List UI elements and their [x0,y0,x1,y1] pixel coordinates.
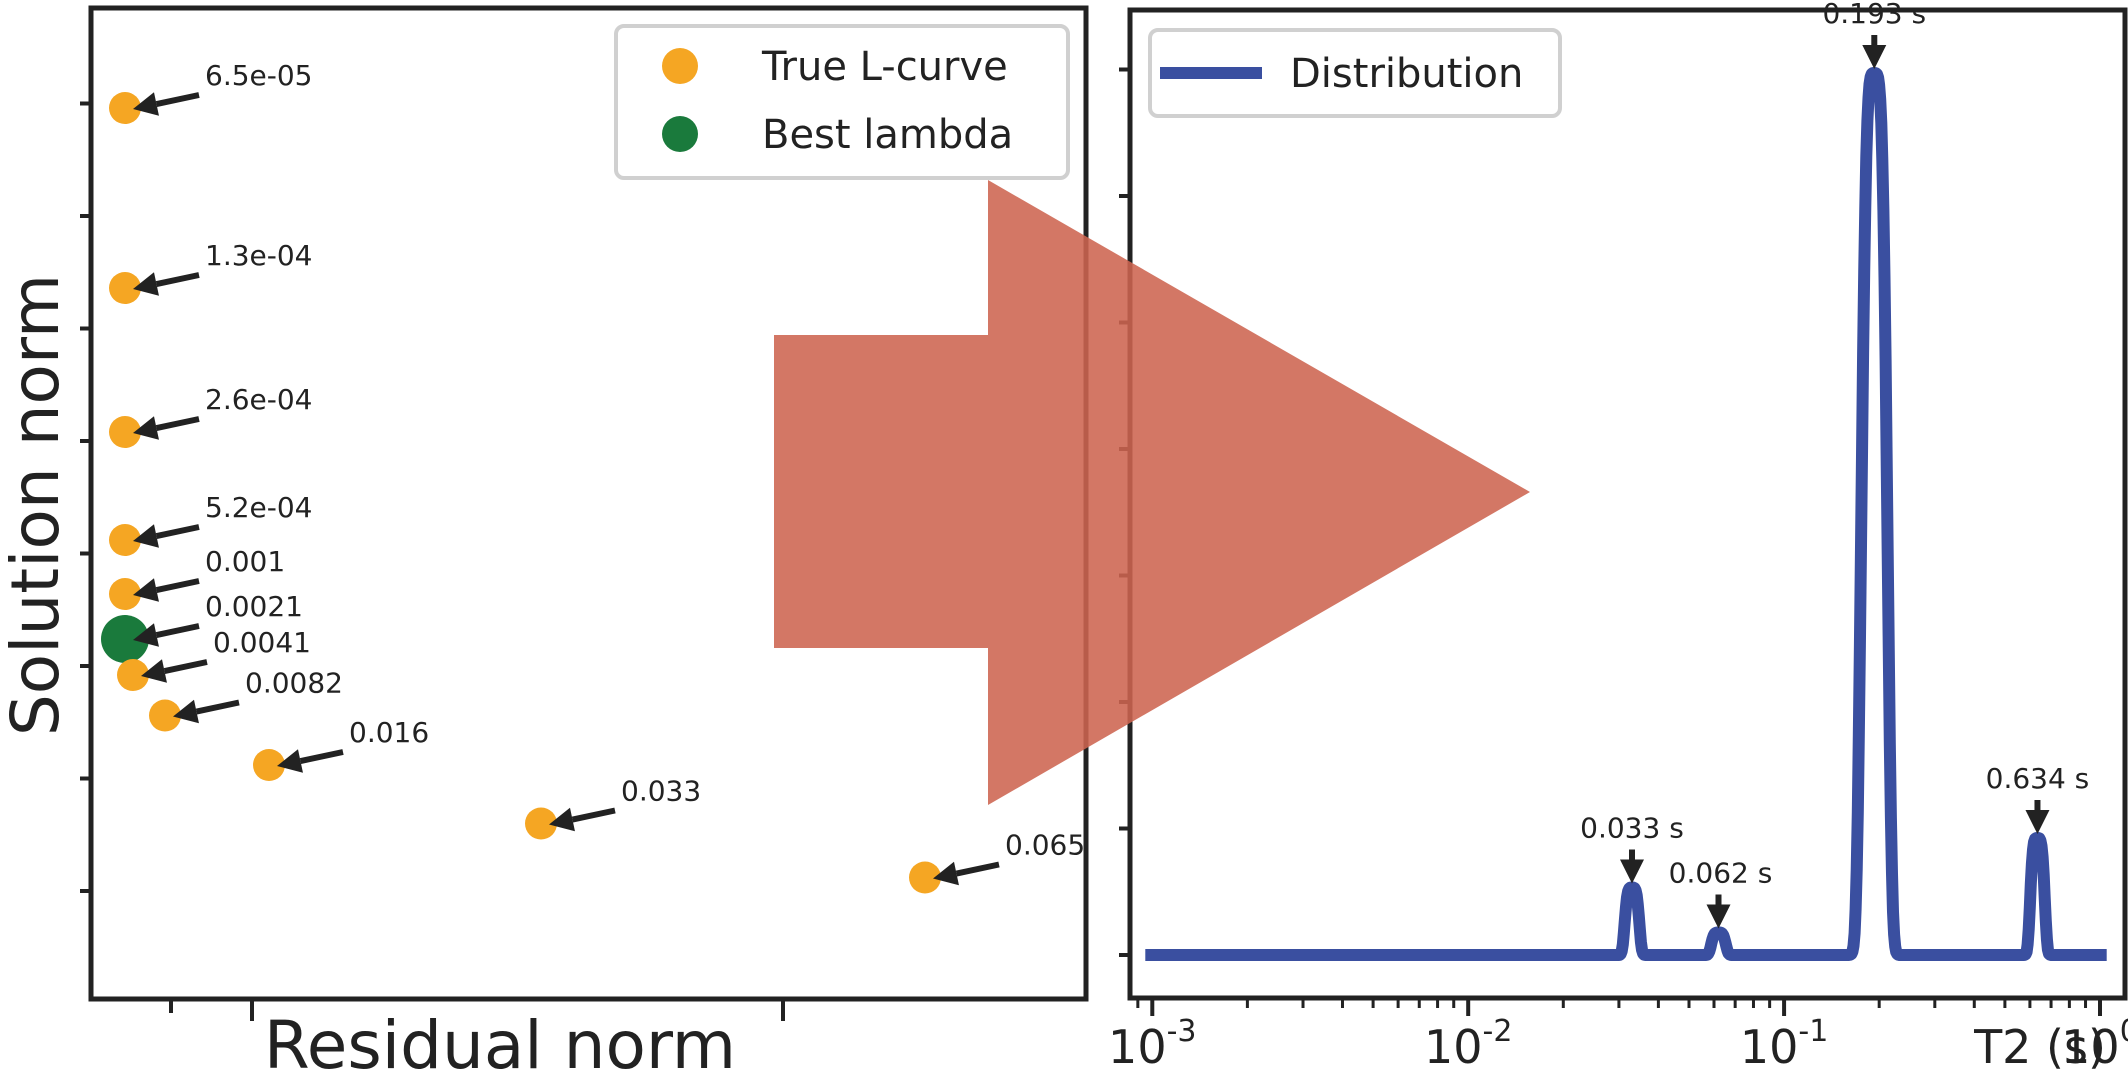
tick-base: 10 [1740,1020,1799,1074]
peak-label: 0.634 s [1986,762,2090,795]
lambda-label: 0.033 [621,775,701,808]
lambda-label: 6.5e-05 [205,59,313,92]
right-x-tick-label: 10-2 [1424,1014,1512,1074]
lambda-label: 0.016 [349,716,429,749]
lcurve-annotation-arrow-shaft [571,807,616,823]
lcurve-annotation-arrow-shaft [155,623,200,638]
tick-exponent: -2 [1483,1014,1513,1049]
lcurve-point [253,749,285,781]
left-x-ticks [169,999,785,1021]
lcurve-annotation-arrow-shaft [155,92,200,107]
peak-annotation-arrow-head [2025,810,2050,834]
lcurve-annotation-arrow-shaft [163,659,208,674]
lcurve-annotation-arrow-head [141,659,167,683]
lcurve-point [117,659,149,691]
tick-exponent: 0 [2120,1014,2128,1049]
lcurve-point [109,524,141,556]
tick-exponent: -1 [1798,1014,1828,1049]
peak-label: 0.033 s [1580,812,1684,845]
transition-arrow-icon [774,180,1530,805]
lambda-label: 0.0082 [245,667,343,700]
lcurve-annotation-arrow-shaft [155,272,200,287]
lcurve-point [109,92,141,124]
left-x-axis-title: Residual norm [264,1007,736,1079]
left-y-axis-title: Solution norm [0,274,74,736]
lambda-label: 0.0021 [205,590,303,623]
lcurve-annotation-arrow-shaft [195,699,240,715]
lambda-label: 2.6e-04 [205,383,313,416]
lambda-label: 0.001 [205,545,285,578]
lcurve-annotation-arrow-head [133,524,159,548]
right-x-ticks [1136,998,2102,1016]
lambda-label: 5.2e-04 [205,491,313,524]
lcurve-point [109,416,141,448]
left-legend: True L-curve Best lambda [614,24,1070,180]
lcurve-annotation-arrow-head [933,861,959,886]
best-lambda-point [101,615,149,663]
right-legend-box [1148,28,1562,118]
tick-base: 10 [1108,1020,1167,1074]
peak-label: 0.193 s [1822,0,1926,30]
lcurve-point [525,807,557,840]
lcurve-annotation-arrow-head [133,416,159,440]
lcurve-annotation-arrow-shaft [299,749,344,764]
lcurve-annotation-arrow-head [133,623,159,647]
tick-base: 10 [2061,1020,2120,1074]
lcurve-points: 6.5e-051.3e-042.6e-045.2e-040.0010.00210… [101,59,1085,894]
left-y-ticks [80,101,91,893]
lcurve-point [909,861,941,894]
lambda-label: 0.065 [1005,829,1085,862]
peak-label: 0.062 s [1669,857,1773,890]
legend-label-distribution: Distribution [1290,51,1523,97]
lcurve-annotation-arrow-shaft [155,524,200,539]
lcurve-annotation-arrow-head [133,92,159,116]
tick-base: 10 [1424,1020,1483,1074]
lcurve-point [149,699,181,732]
right-x-tick-label: 10-1 [1740,1014,1828,1074]
legend-marker-best [662,116,698,152]
lcurve-annotation-arrow-head [549,807,575,832]
left-legend-box [614,24,1070,180]
peak-annotations: 0.033 s 0.062 s 0.193 s 0.634 s [1580,0,2089,929]
lcurve-annotation-arrow-shaft [155,578,200,593]
lcurve-annotation-arrow-head [133,272,159,296]
lcurve-point [109,578,141,610]
lambda-label: 1.3e-04 [205,239,313,272]
lcurve-annotation-arrow-head [277,749,303,773]
legend-label-best: Best lambda [762,112,1013,158]
legend-marker-true [662,48,698,84]
right-x-tick-label: 100 [2061,1014,2128,1074]
right-legend: Distribution [1148,28,1562,118]
lcurve-annotation-arrow-shaft [955,861,1000,877]
tick-exponent: -3 [1167,1014,1197,1049]
peak-annotation-arrow-head [1619,859,1644,884]
peak-annotation-arrow-head [1706,904,1731,929]
lcurve-annotation-arrow-head [173,699,199,724]
lcurve-annotation-arrow-head [133,578,159,602]
peak-annotation-arrow-head [1862,45,1887,69]
right-x-tick-label: 10-3 [1108,1014,1196,1074]
lcurve-point [109,272,141,304]
lambda-label: 0.0041 [213,626,311,659]
legend-label-true: True L-curve [761,44,1008,90]
right-x-axis-title: T2 (s) [1973,1020,2106,1074]
lcurve-annotation-arrow-shaft [155,416,200,431]
distribution-line [1140,67,2112,961]
